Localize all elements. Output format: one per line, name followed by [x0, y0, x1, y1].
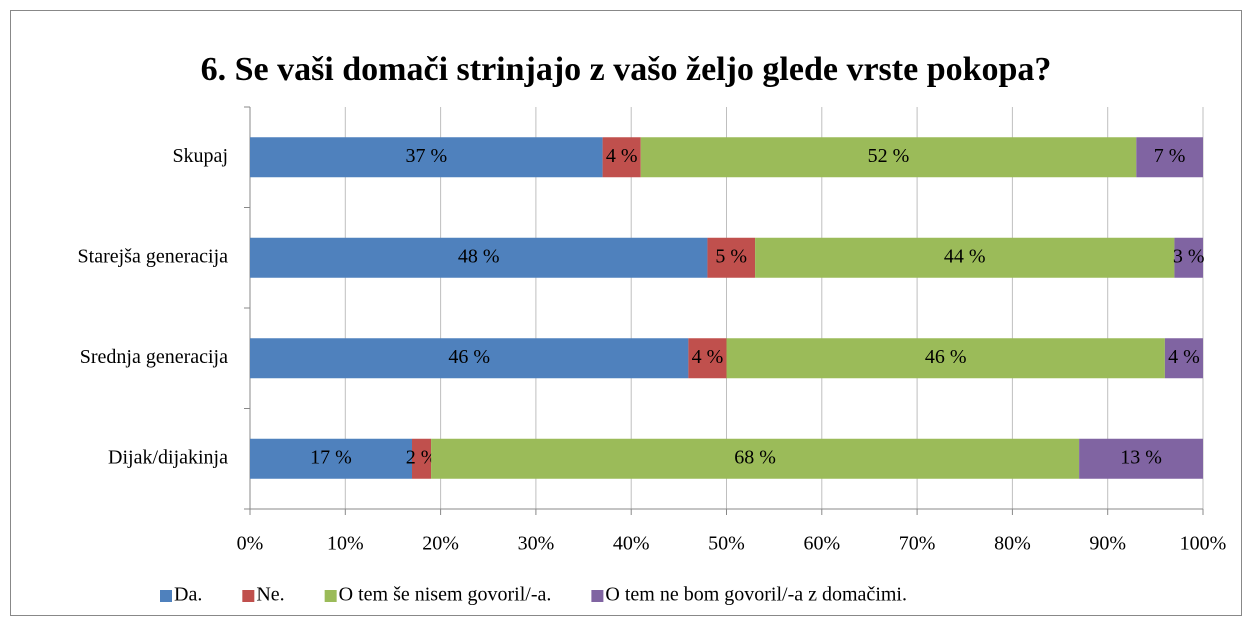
- data-label: 3 %: [1173, 245, 1205, 267]
- bar-segment: [707, 237, 756, 278]
- legend-swatch: [324, 590, 337, 602]
- bar-segment: [640, 137, 1137, 178]
- bar-segment: [602, 137, 641, 178]
- x-tick-label: 10%: [327, 533, 364, 555]
- bar-segment: [431, 438, 1080, 479]
- x-tick-label: 40%: [613, 533, 650, 555]
- legend-swatch: [242, 590, 255, 602]
- legend-swatch: [160, 590, 172, 602]
- bar-segment: [250, 438, 413, 479]
- x-tick-label: 90%: [1089, 533, 1126, 555]
- bar-segment: [1079, 438, 1203, 479]
- bar-segment: [726, 338, 1165, 379]
- y-tick-label: Skupaj: [172, 145, 228, 167]
- y-tick-label: Srednja generacija: [80, 346, 228, 368]
- legend-label: O tem še nisem govoril/-a.: [339, 584, 552, 606]
- data-label: 4 %: [1168, 346, 1200, 368]
- bar-segment: [1136, 137, 1203, 178]
- legend-label: Da.: [174, 584, 202, 606]
- x-tick-label: 80%: [994, 533, 1031, 555]
- chart-border: [10, 10, 1242, 616]
- legend-swatch: [591, 590, 604, 602]
- data-label: 17 %: [310, 446, 352, 468]
- x-tick-label: 20%: [422, 533, 459, 555]
- data-label: 13 %: [1120, 446, 1162, 468]
- bar-segment: [250, 338, 689, 379]
- data-label: 46 %: [925, 346, 967, 368]
- data-label: 5 %: [715, 245, 747, 267]
- x-tick-label: 50%: [708, 533, 745, 555]
- legend-label: O tem ne bom govoril/-a z domačimi.: [605, 584, 907, 606]
- chart-title: 6. Se vaši domači strinjajo z vašo željo…: [201, 51, 1052, 88]
- data-label: 52 %: [868, 145, 910, 167]
- bar-segment: [688, 338, 727, 379]
- data-label: 46 %: [448, 346, 490, 368]
- data-label: 2 %: [406, 446, 438, 468]
- legend-label: Ne.: [256, 584, 284, 606]
- bar-segment: [250, 137, 603, 178]
- x-tick-label: 30%: [518, 533, 555, 555]
- data-label: 68 %: [734, 446, 776, 468]
- bar-segment: [250, 237, 708, 278]
- data-label: 44 %: [944, 245, 986, 267]
- y-tick-label: Dijak/dijakinja: [108, 446, 228, 468]
- x-tick-label: 0%: [237, 533, 264, 555]
- x-tick-label: 70%: [899, 533, 936, 555]
- data-label: 4 %: [692, 346, 724, 368]
- x-tick-label: 60%: [803, 533, 840, 555]
- data-label: 7 %: [1154, 145, 1186, 167]
- data-label: 37 %: [405, 145, 447, 167]
- y-tick-label: Starejša generacija: [78, 245, 229, 267]
- bar-segment: [1164, 338, 1203, 379]
- bar-segment: [1174, 237, 1203, 278]
- data-label: 4 %: [606, 145, 638, 167]
- x-tick-label: 100%: [1180, 533, 1227, 555]
- bar-segment: [755, 237, 1175, 278]
- bar-segment: [412, 438, 432, 479]
- data-label: 48 %: [458, 245, 500, 267]
